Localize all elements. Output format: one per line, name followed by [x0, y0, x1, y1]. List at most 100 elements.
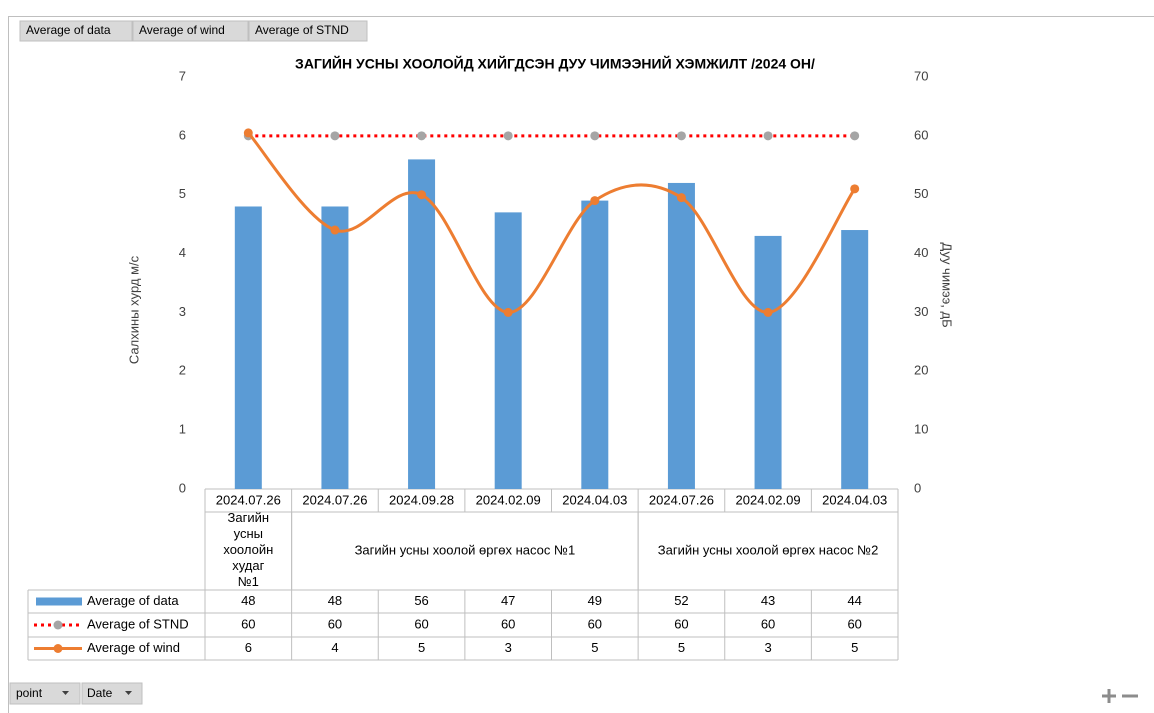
table-value: 60: [241, 616, 255, 631]
button-label: Average of STND: [255, 23, 349, 37]
marker: [850, 131, 860, 141]
marker: [330, 131, 340, 141]
y2-tick-label: 20: [914, 363, 928, 378]
y-tick-label: 6: [179, 127, 186, 142]
x-tick-label: 2024.02.09: [736, 492, 801, 507]
y2-axis-label: Дуу чимээ, дБ: [940, 242, 955, 327]
table-value: 43: [761, 593, 775, 608]
table-value: 48: [241, 593, 255, 608]
marker: [330, 225, 340, 235]
x-tick-label: 2024.02.09: [476, 492, 541, 507]
marker: [243, 128, 253, 138]
marker: [850, 184, 860, 194]
x-tick-label: 2024.07.26: [302, 492, 367, 507]
bar: [581, 200, 609, 489]
table-value: 3: [764, 640, 771, 655]
marker: [590, 196, 600, 206]
marker: [676, 131, 686, 141]
button-label: Average of wind: [139, 23, 225, 37]
marker: [503, 307, 513, 317]
table-value: 3: [505, 640, 512, 655]
button[interactable]: [81, 682, 143, 705]
bar: [841, 230, 869, 489]
table-value: 60: [501, 616, 515, 631]
category-group-label: Загийн усны хоолой өргөх насос №2: [658, 542, 879, 557]
x-tick-label: 2024.07.26: [216, 492, 281, 507]
table-value: 60: [414, 616, 428, 631]
table-value: 47: [501, 593, 515, 608]
legend-key: [36, 597, 82, 606]
table-value: 44: [847, 593, 861, 608]
marker: [417, 190, 427, 200]
y-tick-label: 4: [179, 245, 186, 260]
bar: [754, 235, 782, 489]
chart-title: ЗАГИЙН УСНЫ ХООЛОЙД ХИЙГДСЭН ДУУ ЧИМЭЭНИ…: [295, 55, 815, 72]
dropdown-arrow: [62, 691, 69, 695]
y-tick-label: 2: [179, 363, 186, 378]
bar: [494, 212, 522, 489]
table-value: 60: [761, 616, 775, 631]
y-tick-label: 0: [179, 480, 186, 495]
table-value: 52: [674, 593, 688, 608]
y-axis-label: Салхины хурд м/с: [126, 255, 141, 364]
table-value: 60: [328, 616, 342, 631]
line: [247, 131, 856, 314]
bar: [234, 206, 262, 489]
legend-label: Average of STND: [87, 616, 189, 631]
zoom-buttons: [1102, 689, 1138, 703]
table-value: 60: [847, 616, 861, 631]
legend-label: Average of data: [87, 593, 179, 608]
button[interactable]: [132, 20, 249, 42]
y2-tick-label: 30: [914, 304, 928, 319]
bar: [408, 159, 436, 489]
marker: [417, 131, 427, 141]
dropdown-arrow: [125, 691, 132, 695]
x-tick-label: 2024.04.03: [822, 492, 887, 507]
plus-button[interactable]: [1102, 689, 1116, 703]
table-value: 5: [678, 640, 685, 655]
table-value: 60: [674, 616, 688, 631]
table-value: 6: [245, 640, 252, 655]
button[interactable]: [248, 20, 368, 42]
legend-key: [53, 644, 63, 653]
y2-tick-label: 10: [914, 422, 928, 437]
legend-key: [53, 620, 63, 630]
field-buttons: point Date: [9, 682, 143, 705]
marker: [676, 193, 686, 203]
y2-tick-label: 40: [914, 245, 928, 260]
y-tick-label: 5: [179, 186, 186, 201]
y2-tick-label: 0: [914, 480, 921, 495]
y2-tick-label: 70: [914, 68, 928, 83]
value-buttons: Average of data Average of wind Average …: [19, 20, 368, 42]
button-label: Average of data: [26, 23, 111, 37]
button[interactable]: [19, 20, 133, 42]
y-tick-label: 7: [179, 68, 186, 83]
button-label: point: [16, 686, 43, 700]
x-tick-label: 2024.07.26: [649, 492, 714, 507]
bar: [667, 182, 695, 489]
chart-frame: [8, 16, 1154, 713]
table-value: 49: [588, 593, 602, 608]
category-group-label: Загийн усны хоолойн худаг №1: [223, 510, 273, 589]
table-value: 48: [328, 593, 342, 608]
y2-tick-label: 50: [914, 186, 928, 201]
bar: [321, 206, 349, 489]
legend-label: Average of wind: [87, 640, 180, 655]
table-value: 4: [331, 640, 338, 655]
marker: [763, 307, 773, 317]
table-value: 56: [414, 593, 428, 608]
y-tick-label: 3: [179, 304, 186, 319]
category-group-label: Загийн усны хоолой өргөх насос №1: [355, 542, 576, 557]
marker: [503, 131, 513, 141]
x-tick-label: 2024.09.28: [389, 492, 454, 507]
y-tick-label: 1: [179, 422, 186, 437]
x-tick-label: 2024.04.03: [562, 492, 627, 507]
table-value: 5: [418, 640, 425, 655]
table-value: 5: [851, 640, 858, 655]
y2-tick-label: 60: [914, 127, 928, 142]
table-value: 5: [591, 640, 598, 655]
button[interactable]: [9, 682, 81, 705]
marker: [590, 131, 600, 141]
